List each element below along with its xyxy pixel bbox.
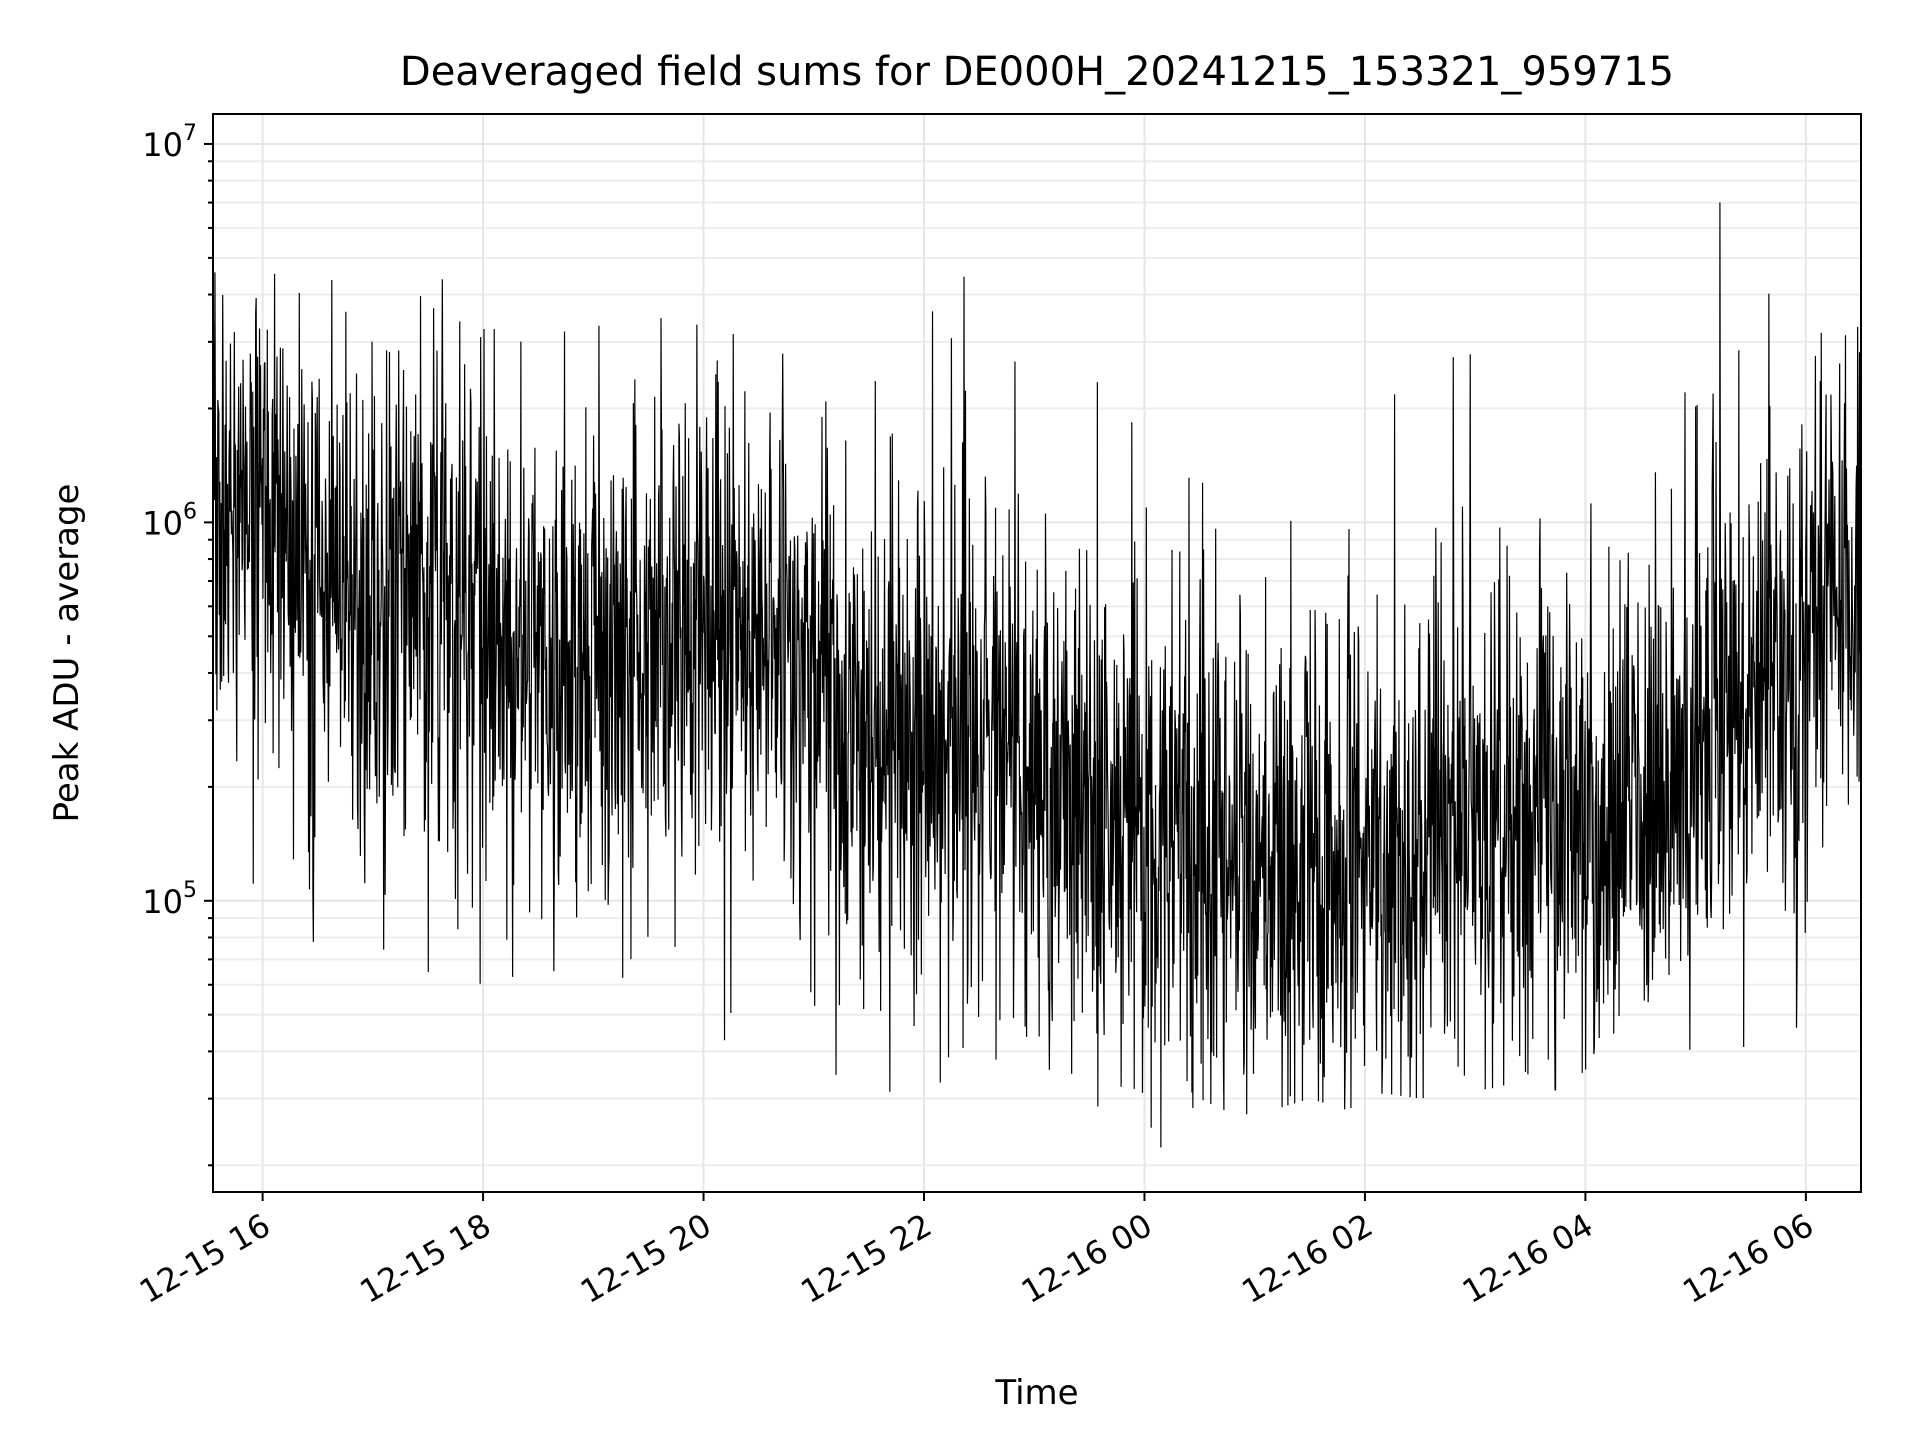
y-axis: 105 106 107 [142,121,213,1167]
plot-frame [212,113,1862,1193]
x-axis-label: Time [994,1373,1078,1413]
y-tick-label: 107 [142,121,197,164]
y-axis-label: Peak ADU - average [47,484,87,823]
y-tick-label: 105 [142,878,197,921]
y-tick-label: 106 [142,499,197,542]
chart-title: Deaveraged field sums for DE000H_2024121… [400,49,1674,95]
series-line [212,202,1862,1148]
series-group [212,202,1862,1148]
